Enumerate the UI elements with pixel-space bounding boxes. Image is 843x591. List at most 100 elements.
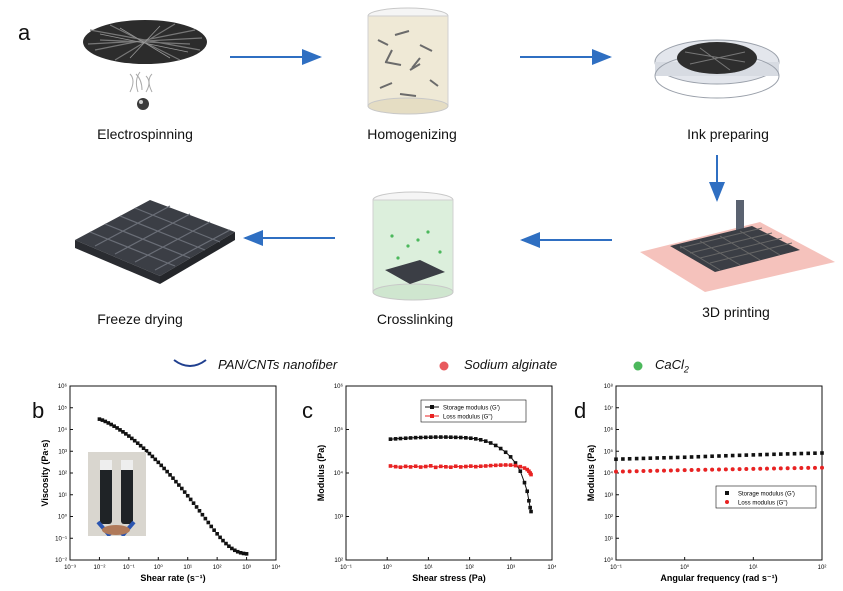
data-point — [488, 463, 493, 468]
legend-label: Storage modulus (G') — [443, 406, 500, 412]
data-point — [398, 436, 403, 441]
data-point — [614, 469, 618, 474]
data-point — [806, 465, 811, 470]
data-point — [413, 464, 418, 469]
y-tick-label: 10³ — [58, 449, 67, 455]
data-point — [200, 512, 205, 517]
data-point — [778, 452, 783, 456]
data-point — [806, 451, 811, 456]
data-point — [171, 476, 175, 480]
data-point — [529, 472, 533, 477]
homogenizing-beaker-illustration — [367, 7, 449, 115]
data-point — [156, 460, 161, 465]
data-point — [224, 541, 228, 546]
data-point — [527, 469, 531, 473]
y-tick-label: 10⁴ — [604, 470, 614, 477]
step-ink-preparing: Ink preparing — [687, 126, 769, 142]
data-point — [621, 457, 625, 461]
data-point — [235, 549, 240, 554]
data-point — [153, 457, 158, 462]
data-point — [453, 435, 458, 440]
y-tick-label: 10⁸ — [604, 383, 614, 390]
data-point — [634, 469, 639, 474]
modulus-stress-chart: 10⁻¹ 10⁰ 10¹ 10² 10³ 10⁴ 10² 10³ 10⁴ 10⁵ 10⁶ Shear … — [316, 383, 556, 583]
data-point — [648, 468, 653, 473]
x-tick-label: 10⁻¹ — [123, 565, 135, 571]
y-tick-label: 10⁶ — [334, 383, 344, 390]
y-tick-label: 10³ — [334, 515, 343, 521]
data-point — [730, 453, 735, 458]
data-point — [165, 469, 169, 474]
data-point — [433, 435, 438, 439]
data-point — [772, 452, 776, 457]
data-point — [493, 443, 498, 448]
data-point — [785, 466, 790, 471]
y-tick-label: 10⁷ — [604, 405, 613, 412]
data-point — [418, 465, 423, 469]
x-tick-label: 10² — [465, 565, 474, 571]
data-point — [503, 450, 508, 455]
data-point — [388, 464, 393, 468]
data-point — [655, 456, 659, 460]
legend-cacl2: CaCl2 — [655, 357, 689, 375]
viscosity-chart: 10⁻³ 10⁻² 10⁻¹ 10⁰ 10¹ 10² 10³ 10⁴10⁻²10⁻¹10⁰10… — [40, 383, 281, 583]
data-point — [147, 451, 152, 456]
data-point — [444, 435, 448, 439]
y-tick-label: 10⁶ — [604, 427, 614, 434]
y-tick-label: 10⁶ — [58, 383, 68, 390]
y-tick-label: 10⁻² — [55, 558, 67, 564]
data-point — [398, 465, 403, 469]
x-tick-label: 10⁴ — [547, 564, 556, 571]
series-line — [390, 436, 532, 512]
y-tick-label: 10¹ — [604, 536, 613, 542]
data-point — [112, 424, 116, 428]
x-tick-label: 10⁰ — [383, 564, 393, 571]
data-point — [730, 467, 735, 472]
data-point — [503, 463, 508, 467]
data-point — [244, 552, 249, 556]
x-tick-label: 10⁻³ — [64, 565, 76, 571]
data-point — [241, 551, 246, 556]
data-point — [675, 468, 680, 473]
data-point — [765, 452, 769, 457]
y-tick-label: 10⁴ — [58, 427, 68, 434]
data-point — [513, 463, 518, 468]
data-point — [696, 467, 701, 472]
legend-marker — [725, 491, 729, 495]
ink-dish-illustration — [654, 39, 780, 99]
legend-marker — [430, 414, 434, 418]
data-point — [488, 441, 493, 445]
data-point — [408, 436, 413, 440]
data-point — [724, 453, 728, 458]
data-point — [778, 466, 783, 471]
y-tick-label: 10⁻¹ — [55, 536, 67, 542]
data-point — [661, 468, 666, 473]
y-axis-title: Viscosity (Pa·s) — [40, 440, 50, 507]
panel-label-a: a — [18, 20, 31, 45]
legend-label: Loss modulus (G'') — [738, 501, 788, 507]
data-point — [449, 435, 453, 440]
data-point — [132, 438, 137, 443]
data-point — [744, 453, 749, 457]
data-point — [529, 509, 533, 514]
data-point — [508, 455, 513, 459]
data-point — [209, 524, 214, 529]
data-point — [696, 454, 701, 459]
x-tick-label: 10⁻¹ — [340, 565, 352, 571]
data-point — [792, 451, 797, 456]
x-tick-label: 10² — [818, 565, 827, 571]
x-tick-label: 10¹ — [424, 565, 433, 571]
x-axis-title: Shear stress (Pa) — [412, 573, 486, 583]
data-point — [469, 464, 473, 468]
data-point — [527, 498, 531, 503]
data-point — [717, 454, 721, 458]
data-point — [513, 461, 518, 465]
data-point — [194, 505, 199, 509]
alginate-legend-swatch — [439, 361, 449, 371]
data-point — [180, 486, 184, 491]
y-tick-label: 10⁰ — [58, 514, 68, 521]
x-tick-label: 10⁻¹ — [610, 565, 622, 571]
data-point — [662, 455, 666, 460]
y-tick-label: 10² — [58, 471, 67, 477]
data-point — [820, 451, 824, 455]
